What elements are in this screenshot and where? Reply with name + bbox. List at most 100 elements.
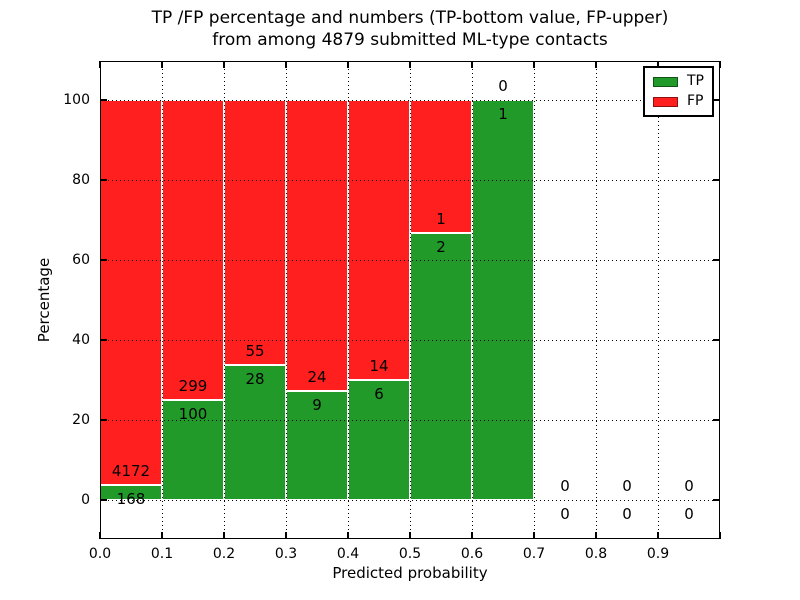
fp-count-label: 4172 (111, 461, 151, 480)
y-tick-mark (100, 499, 107, 501)
bar-segment-fp (348, 100, 410, 380)
bar-segment-tp (472, 100, 534, 500)
tp-count-label: 0 (560, 505, 570, 523)
x-tick-mark-top (161, 61, 163, 68)
y-tick-mark (100, 99, 107, 101)
x-tick-label: 0.8 (584, 546, 608, 562)
y-tick-mark-right (713, 179, 720, 181)
y-tick-mark-right (713, 339, 720, 341)
tp-count-label: 100 (178, 404, 208, 423)
fp-count-label: 0 (684, 477, 694, 495)
bar-segment-fp (410, 100, 472, 234)
y-tick-mark (100, 419, 107, 421)
bar-segment-tp (410, 233, 472, 500)
tp-count-label: 1 (498, 105, 508, 123)
x-tick-mark (657, 532, 659, 539)
x-tick-mark-top (471, 61, 473, 68)
y-tick-mark (100, 179, 107, 181)
x-tick-label: 0.9 (646, 546, 670, 562)
legend-item-FP: FP (653, 94, 704, 109)
y-tick-mark-right (713, 419, 720, 421)
fp-count-label: 0 (498, 77, 508, 95)
fp-count-label: 55 (245, 342, 265, 361)
x-tick-label: 0.0 (88, 546, 112, 562)
bar-segment-fp (224, 100, 286, 366)
y-tick-mark-right (713, 259, 720, 261)
x-tick-mark (347, 532, 349, 539)
legend-label-TP: TP (687, 73, 704, 89)
y-axis-label: Percentage (35, 257, 53, 343)
bar-segment-tp (286, 390, 348, 500)
gridline-x-0.4 (348, 61, 349, 539)
chart-title-line1: TP /FP percentage and numbers (TP-bottom… (151, 8, 669, 28)
x-tick-label: 0.1 (150, 546, 174, 562)
x-tick-label: 0.3 (274, 546, 298, 562)
x-tick-mark (595, 532, 597, 539)
x-tick-mark (161, 532, 163, 539)
x-tick-mark-top (533, 61, 535, 68)
legend-label-FP: FP (687, 93, 704, 109)
x-tick-label: 0.7 (522, 546, 546, 562)
y-tick-mark (100, 259, 107, 261)
y-tick-label: 0 (81, 492, 90, 508)
x-tick-mark (99, 532, 101, 539)
x-tick-mark (533, 532, 535, 539)
y-tick-mark (100, 339, 107, 341)
bar-segment-fp (162, 100, 224, 400)
x-axis-label: Predicted probability (332, 564, 488, 582)
legend: TP FP (643, 66, 714, 117)
tp-count-label: 0 (684, 505, 694, 523)
bar-segment-tp (162, 399, 224, 500)
y-tick-mark-right (713, 499, 720, 501)
gridline-x-0.9 (658, 61, 659, 539)
gridline-x-0.3 (286, 61, 287, 539)
tp-count-label: 0 (622, 505, 632, 523)
x-tick-mark-top (719, 61, 721, 68)
x-tick-label: 0.4 (336, 546, 360, 562)
fp-count-label: 14 (369, 357, 389, 375)
legend-item-TP: TP (653, 74, 704, 89)
x-tick-mark-top (223, 61, 225, 68)
gridline-x-0.7 (534, 61, 535, 539)
fp-count-label: 0 (560, 477, 570, 495)
y-tick-label: 60 (72, 252, 90, 268)
tp-count-label: 2 (436, 238, 446, 257)
y-tick-label: 20 (72, 412, 90, 428)
tp-count-label: 9 (312, 395, 322, 414)
chart-title-line2: from among 4879 submitted ML-type contac… (212, 30, 608, 50)
y-tick-label: 100 (63, 92, 90, 108)
y-tick-mark-right (713, 99, 720, 101)
fp-count-label: 299 (178, 376, 208, 395)
plot-area: TP FP 4172 168 299 100 55 28 24 9 14 6 1 2 0 1 0 0 0 0 0 0 (99, 61, 721, 539)
x-tick-mark-top (99, 61, 101, 68)
tp-count-label: 28 (245, 370, 265, 389)
x-tick-mark-top (285, 61, 287, 68)
gridline-x-0.2 (224, 61, 225, 539)
bar-segment-tp (348, 380, 410, 500)
x-tick-label: 0.2 (212, 546, 236, 562)
x-tick-label: 0.6 (460, 546, 484, 562)
tp-count-label: 6 (374, 385, 384, 403)
y-tick-label: 40 (72, 332, 90, 348)
fp-count-label: 0 (622, 477, 632, 495)
gridline-x-0.1 (162, 61, 163, 539)
x-tick-label: 0.5 (398, 546, 422, 562)
bar-segment-fp (286, 100, 348, 391)
x-tick-mark (223, 532, 225, 539)
bar-segment-tp (224, 365, 286, 500)
x-tick-mark-top (347, 61, 349, 68)
legend-swatch-FP (653, 96, 678, 107)
x-tick-mark (471, 532, 473, 539)
gridline-x-0.8 (596, 61, 597, 539)
x-tick-mark-top (595, 61, 597, 68)
x-tick-mark (409, 532, 411, 539)
gridline-x-0.6 (472, 61, 473, 539)
x-tick-mark (719, 532, 721, 539)
x-tick-mark (285, 532, 287, 539)
x-tick-mark-top (409, 61, 411, 68)
bar-segment-fp (100, 100, 162, 485)
legend-swatch-TP (653, 76, 678, 87)
y-tick-label: 80 (72, 172, 90, 188)
fp-count-label: 1 (436, 210, 446, 229)
